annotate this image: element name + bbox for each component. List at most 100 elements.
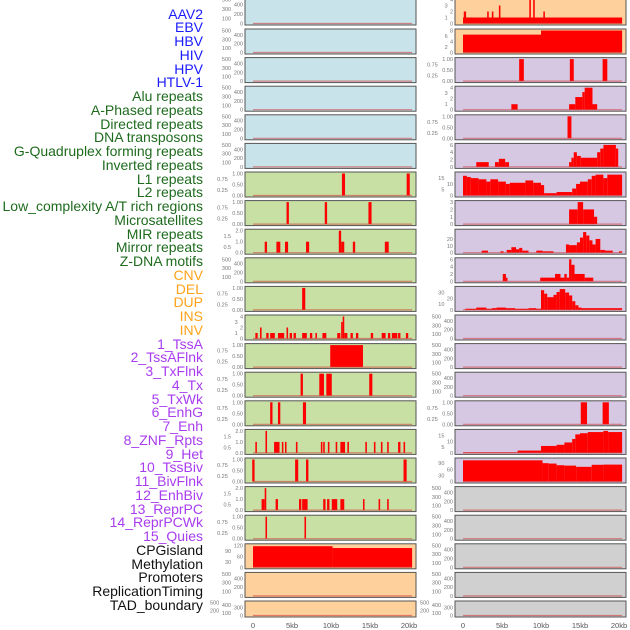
data-bar [569, 104, 576, 110]
track-label: A-Phased repeats [90, 101, 203, 118]
data-bar [583, 209, 595, 225]
y-tick-label: 100 [432, 532, 441, 538]
y-tick-label: 500 [432, 315, 441, 321]
data-bar [505, 308, 516, 310]
y-tick-label: 3 [450, 200, 453, 206]
y-tick-label: 0.25 [217, 417, 228, 423]
x-tick-label: 0 [251, 621, 255, 630]
y-tick-label: 100 [432, 504, 441, 510]
y-tick-label: 300 [222, 95, 231, 101]
panel-background [244, 228, 417, 255]
data-bar [505, 162, 510, 167]
y-tick-label: 4 [450, 150, 453, 156]
data-bar [341, 241, 345, 253]
data-bar [542, 251, 554, 253]
x-tick-label: 0 [461, 621, 465, 630]
y-tick-label: 0.75 [217, 377, 228, 383]
y-tick-label: 400 [222, 603, 231, 609]
y-tick-label: 500 [432, 486, 441, 492]
y-tick-label: 5 [441, 445, 444, 451]
y-tick-label: 0 [450, 308, 453, 314]
y-tick-label: 6 [450, 257, 453, 263]
data-bar [302, 287, 306, 310]
data-bar [463, 460, 543, 482]
y-tick-label: 500 [222, 257, 231, 263]
y-tick-label: 1 [450, 215, 453, 221]
x-tick-label: 10kb [323, 621, 339, 630]
data-bar [331, 499, 338, 511]
data-bar [569, 259, 572, 282]
y-tick-label: 500 [432, 515, 441, 521]
y-tick-label: 0 [450, 365, 453, 371]
y-tick-label: 0 [450, 508, 453, 514]
y-tick-label: 0.25 [217, 474, 228, 480]
y-tick-label: 1 [445, 102, 448, 108]
y-tick-label: 0 [450, 165, 453, 171]
data-bar [556, 444, 565, 453]
y-tick-label: 1.00 [442, 114, 453, 120]
data-bar [255, 333, 258, 339]
data-bar [309, 333, 313, 339]
data-bar [403, 459, 407, 482]
data-bar [584, 87, 593, 110]
data-bar [580, 157, 598, 167]
y-tick-label: 0.00 [232, 480, 243, 486]
data-bar [315, 333, 317, 339]
y-tick-label: 1.5 [223, 234, 231, 240]
data-bar [352, 241, 356, 253]
track-label: 9_Het [165, 445, 203, 462]
data-bar [293, 333, 296, 339]
data-bar [544, 193, 557, 196]
y-tick-label: 300 [234, 606, 243, 612]
track-label: Directed repeats [100, 115, 203, 132]
data-bar [277, 402, 281, 425]
data-bar [536, 250, 543, 253]
data-bar [266, 333, 269, 339]
data-bar [580, 402, 588, 425]
y-tick-label: 300 [444, 606, 453, 612]
data-bar [387, 499, 389, 511]
y-tick-label: 200 [234, 99, 243, 105]
y-tick-label: 0.50 [232, 383, 243, 389]
track-label: Z-DNA motifs [119, 253, 203, 269]
track-label: Methylation [131, 555, 203, 572]
y-tick-label: 3 [235, 320, 238, 326]
y-tick-label: 0 [240, 337, 243, 343]
data-bar [543, 11, 545, 24]
y-tick-label: 300 [432, 352, 441, 358]
data-bar [548, 463, 557, 482]
track-label: HTLV-1 [156, 74, 203, 91]
y-tick-label: 0.75 [217, 463, 228, 469]
track-label: CPGisland [136, 541, 203, 558]
track-label: 8_ZNF_Rpts [123, 431, 203, 448]
y-tick-label: 0 [240, 22, 243, 28]
data-bar [302, 402, 307, 425]
data-bar [494, 162, 499, 167]
data-bar [581, 308, 623, 310]
y-tick-label: 300 [222, 7, 231, 13]
panel-background [244, 28, 417, 55]
data-bar [506, 249, 512, 253]
track-label: 2_TssAFlnk [130, 349, 203, 366]
y-tick-label: 2 [445, 45, 448, 51]
data-bar [582, 92, 585, 110]
y-tick-label: 0.50 [232, 411, 243, 417]
panel-background [244, 400, 417, 427]
data-bar [323, 441, 325, 453]
y-tick-label: 0.50 [442, 125, 453, 131]
data-bar [369, 373, 373, 396]
y-tick-label: 200 [420, 608, 429, 614]
y-tick-label: 400 [444, 491, 453, 497]
y-tick-label: 400 [444, 376, 453, 382]
panel-background [454, 57, 627, 84]
data-bar [587, 432, 604, 453]
y-tick-label: 500 [210, 601, 219, 607]
data-bar [564, 465, 577, 482]
y-tick-label: 0.5 [223, 245, 231, 251]
y-tick-label: 0 [240, 165, 243, 171]
data-bar [544, 293, 548, 310]
track-label: Mirror repeats [115, 239, 203, 256]
y-tick-label: 100 [222, 103, 231, 109]
data-bar [384, 241, 389, 253]
y-tick-label: 2 [450, 97, 453, 103]
